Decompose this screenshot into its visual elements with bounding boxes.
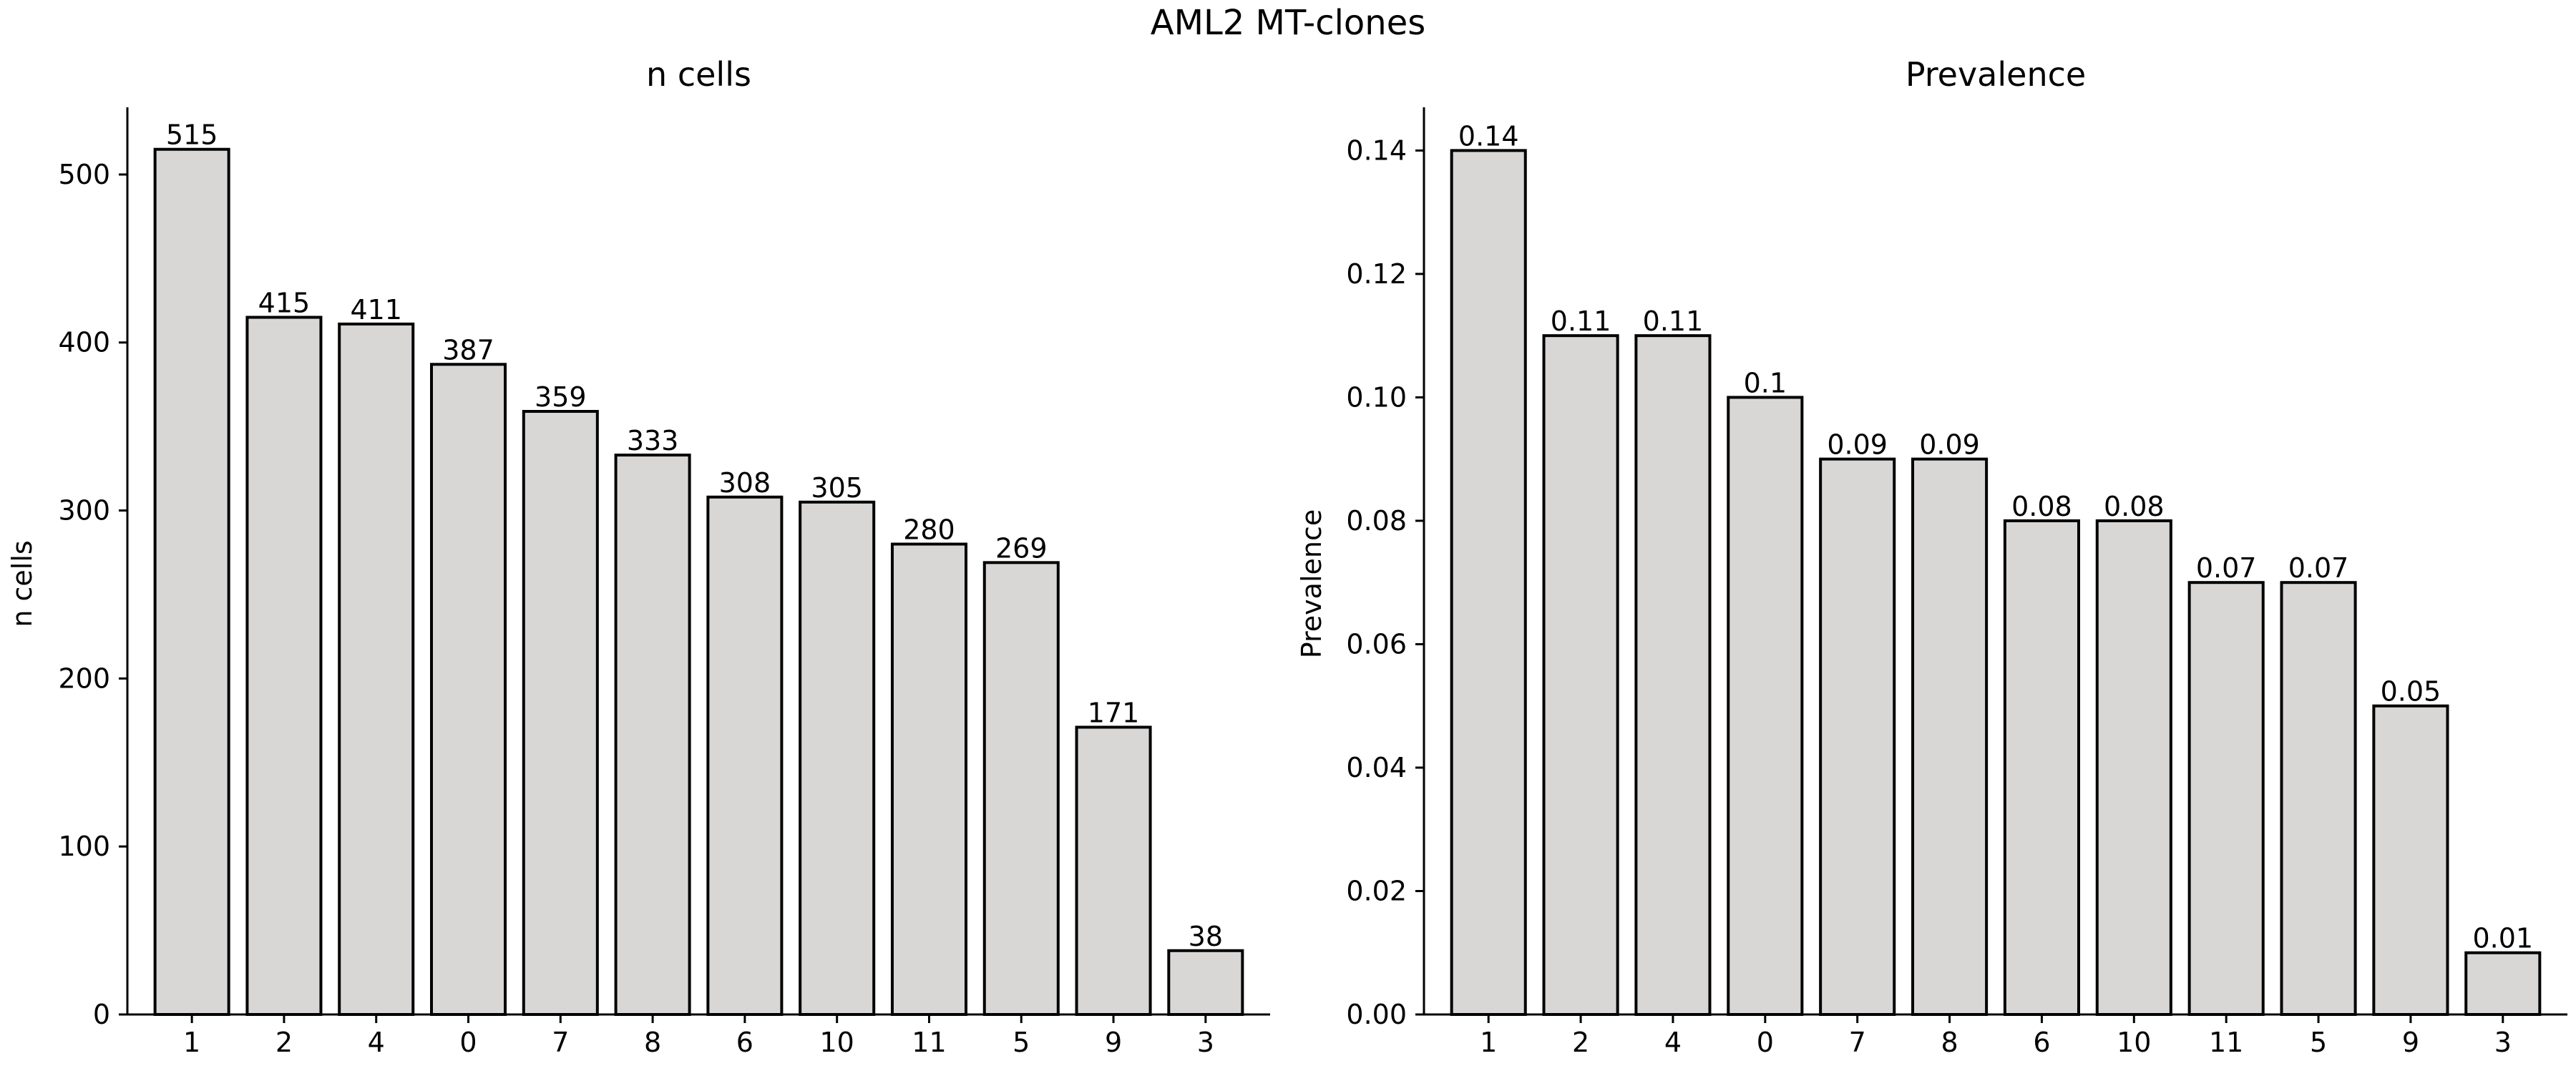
prevalence-x-tick-label: 9 <box>2402 1027 2419 1058</box>
prevalence-bar <box>2464 951 2542 1016</box>
prevalence-value-label: 0.08 <box>2011 491 2072 522</box>
n-cells-y-tick-label: 500 <box>58 159 110 190</box>
n-cells-x-tick-label: 8 <box>644 1027 661 1058</box>
prevalence-bar <box>2095 519 2172 1016</box>
n-cells-value-label: 280 <box>903 514 955 546</box>
prevalence-value-label: 0.01 <box>2472 923 2533 954</box>
n-cells-y-tick-label: 100 <box>58 831 110 862</box>
n-cells-y-tick-label: 300 <box>58 495 110 527</box>
prevalence-y-tick-label: 0.10 <box>1346 381 1407 413</box>
n-cells-y-tick-label: 400 <box>58 327 110 358</box>
prevalence-x-tick-label: 2 <box>1572 1027 1589 1058</box>
n-cells-value-label: 515 <box>166 119 218 151</box>
prevalence-x-tick-label: 7 <box>1849 1027 1866 1058</box>
prevalence-bar <box>2003 519 2080 1016</box>
prevalence-y-tick-label: 0.00 <box>1346 999 1407 1030</box>
n-cells-value-label: 171 <box>1088 697 1140 728</box>
prevalence-y-tick-label: 0.14 <box>1346 134 1407 166</box>
prevalence-x-tick-label: 5 <box>2310 1027 2327 1058</box>
n-cells-panel-title: n cells <box>646 55 751 94</box>
prevalence-bar <box>2372 704 2449 1017</box>
n-cells-bar <box>430 363 507 1016</box>
prevalence-x-tick-label: 11 <box>2209 1027 2243 1058</box>
n-cells-bar <box>614 454 691 1016</box>
n-cells-y-tick-label: 0 <box>93 999 110 1030</box>
prevalence-value-label: 0.05 <box>2381 676 2441 708</box>
prevalence-y-tick-label: 0.02 <box>1346 875 1407 906</box>
prevalence-x-tick-label: 4 <box>1664 1027 1682 1058</box>
prevalence-bar <box>1727 396 1804 1016</box>
prevalence-value-label: 0.1 <box>1744 367 1787 398</box>
prevalence-bar <box>1911 457 1989 1016</box>
prevalence-bar <box>1542 334 1619 1017</box>
n-cells-bar <box>153 147 230 1017</box>
prevalence-bar <box>1450 149 1527 1016</box>
prevalence-bar <box>2280 581 2357 1016</box>
n-cells-value-label: 415 <box>258 288 311 319</box>
n-cells-x-tick-label: 9 <box>1105 1027 1122 1058</box>
prevalence-y-tick-label: 0.04 <box>1346 752 1407 783</box>
n-cells-value-label: 308 <box>719 467 771 499</box>
n-cells-x-tick-label: 0 <box>459 1027 477 1058</box>
prevalence-panel-title: Prevalence <box>1906 55 2086 94</box>
n-cells-y-tick-label: 200 <box>58 662 110 694</box>
n-cells-value-label: 359 <box>535 381 587 413</box>
n-cells-y-axis-label: n cells <box>6 540 38 627</box>
prevalence-value-label: 0.07 <box>2196 552 2257 584</box>
prevalence-y-tick-label: 0.12 <box>1346 258 1407 290</box>
prevalence-bar <box>2187 581 2265 1016</box>
prevalence-value-label: 0.11 <box>1643 305 1704 337</box>
n-cells-x-tick-label: 6 <box>736 1027 753 1058</box>
n-cells-bar <box>1167 949 1244 1017</box>
n-cells-x-tick-label: 2 <box>275 1027 293 1058</box>
n-cells-value-label: 305 <box>811 472 863 504</box>
n-cells-bar <box>890 542 967 1016</box>
prevalence-x-tick-label: 6 <box>2033 1027 2050 1058</box>
n-cells-value-label: 38 <box>1189 921 1223 952</box>
prevalence-value-label: 0.07 <box>2288 552 2349 584</box>
prevalence-x-tick-label: 8 <box>1941 1027 1958 1058</box>
n-cells-bar <box>245 316 323 1016</box>
prevalence-value-label: 0.11 <box>1551 305 1611 337</box>
n-cells-value-label: 387 <box>442 334 494 366</box>
n-cells-value-label: 411 <box>350 294 402 326</box>
prevalence-x-tick-label: 0 <box>1757 1027 1774 1058</box>
prevalence-y-tick-label: 0.06 <box>1346 628 1407 660</box>
prevalence-value-label: 0.09 <box>1827 429 1888 461</box>
n-cells-x-tick-label: 1 <box>183 1027 200 1058</box>
prevalence-value-label: 0.09 <box>1919 429 1980 461</box>
prevalence-y-axis-label: Prevalence <box>1296 509 1327 658</box>
prevalence-value-label: 0.08 <box>2104 491 2165 522</box>
prevalence-x-tick-label: 10 <box>2117 1027 2151 1058</box>
prevalence-y-tick-label: 0.08 <box>1346 505 1407 537</box>
prevalence-x-tick-label: 1 <box>1480 1027 1497 1058</box>
figure-title: AML2 MT-clones <box>1151 3 1426 43</box>
n-cells-bar <box>338 322 415 1017</box>
prevalence-value-label: 0.14 <box>1458 120 1519 152</box>
prevalence-x-tick-label: 3 <box>2494 1027 2512 1058</box>
n-cells-bar <box>706 495 784 1016</box>
n-cells-x-tick-label: 11 <box>912 1027 946 1058</box>
n-cells-x-tick-label: 7 <box>552 1027 569 1058</box>
prevalence-panel: 0.14 0.11 0.11 0.1 0.09 0.09 0.08 0.08 0.07 0.07 0… <box>1296 55 2567 1058</box>
n-cells-bar <box>799 500 876 1016</box>
prevalence-bar <box>1634 334 1712 1017</box>
n-cells-x-tick-label: 3 <box>1197 1027 1214 1058</box>
n-cells-value-label: 269 <box>995 532 1048 564</box>
n-cells-bar <box>522 410 599 1016</box>
n-cells-value-label: 333 <box>627 425 679 456</box>
n-cells-bar <box>1075 725 1152 1016</box>
prevalence-bar <box>1819 457 1896 1016</box>
n-cells-x-tick-label: 4 <box>368 1027 385 1058</box>
n-cells-bar <box>982 561 1060 1016</box>
n-cells-x-tick-label: 10 <box>820 1027 854 1058</box>
n-cells-x-tick-label: 5 <box>1013 1027 1030 1058</box>
